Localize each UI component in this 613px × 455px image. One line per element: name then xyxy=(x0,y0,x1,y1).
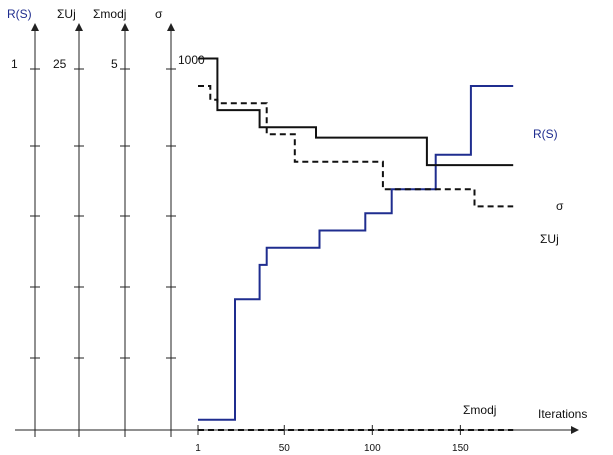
y-axis-top-sigma: 1000 xyxy=(178,53,205,67)
series-label-suj: ΣUj xyxy=(540,232,559,246)
y-axis-label-smodj: Σmodj xyxy=(93,7,126,21)
y-axis-label-sigma: σ xyxy=(155,7,163,21)
series-label-rs: R(S) xyxy=(533,127,558,141)
x-axis-tick-label-1: 1 xyxy=(195,443,201,454)
series-group xyxy=(198,57,514,431)
x-axis-label: Iterations xyxy=(538,407,587,421)
x-axis-tick-label-50: 50 xyxy=(279,443,291,454)
y-axis-label-suj: ΣUj xyxy=(57,7,76,21)
y-axis-top-suj: 25 xyxy=(53,57,67,71)
y-axis-label-rs: R(S) xyxy=(7,7,32,21)
y-axis-ticks xyxy=(30,68,176,359)
series-label-smodj: Σmodj xyxy=(463,403,496,417)
x-axis-tick-label-100: 100 xyxy=(364,443,381,454)
x-axis-tick-label-150: 150 xyxy=(452,443,469,454)
series-line-0 xyxy=(198,85,514,421)
series-line-2 xyxy=(198,57,514,167)
y-axis-top-rs: 1 xyxy=(11,57,18,71)
series-line-1 xyxy=(198,85,514,208)
series-label-sigma: σ xyxy=(556,199,564,213)
y-axis-top-smodj: 5 xyxy=(111,57,118,71)
